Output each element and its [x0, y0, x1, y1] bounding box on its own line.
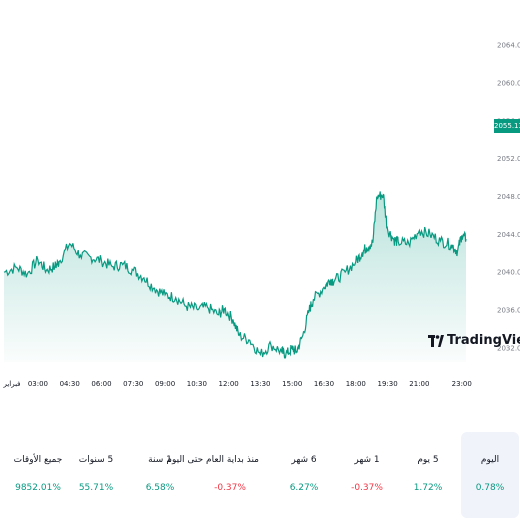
price-area-fill: [4, 191, 466, 362]
y-tick-label: 2036.00: [497, 306, 520, 314]
x-tick-label: 23:00: [452, 380, 472, 388]
performance-change-value: 6.58%: [145, 483, 175, 493]
performance-tab[interactable]: جميع الأوقات 9852.01%: [9, 432, 67, 518]
x-tick-label: 12:00: [219, 380, 239, 388]
performance-change-value: 6.27%: [289, 483, 319, 493]
performance-tab[interactable]: 1 شهر -0.37%: [338, 432, 396, 518]
performance-period-label: 6 شهر: [291, 455, 317, 465]
x-tick-label: 21:00: [409, 380, 429, 388]
performance-tab[interactable]: اليوم 0.78%: [461, 432, 519, 518]
y-tick-label: 2052.00: [497, 155, 520, 163]
performance-change-value: -0.37%: [351, 483, 383, 493]
y-tick-label: 2032.00: [497, 344, 520, 352]
price-chart: 2064.002060.002056.002052.002048.002044.…: [2, 42, 520, 388]
performance-period-label: 5 يوم: [417, 455, 439, 465]
x-tick-label: 04:30: [60, 380, 80, 388]
y-tick-label: 2064.00: [497, 42, 520, 50]
x-tick-label: 07:30: [123, 380, 143, 388]
y-tick-label: 2044.00: [497, 231, 520, 239]
performance-change-value: 0.78%: [475, 483, 505, 493]
performance-tab[interactable]: 1 سنة 6.58%: [131, 432, 189, 518]
tradingview-logo-icon: [428, 334, 444, 347]
x-tick-label: 03:00: [28, 380, 48, 388]
performance-change-value: 9852.01%: [15, 483, 61, 493]
performance-change-value: -0.37%: [214, 483, 246, 493]
performance-tab[interactable]: 5 يوم 1.72%: [399, 432, 457, 518]
performance-period-label: 1 شهر: [354, 455, 380, 465]
x-tick-label: 18:00: [346, 380, 366, 388]
performance-tab[interactable]: 5 سنوات 55.71%: [67, 432, 125, 518]
x-tick-label: 15:00: [282, 380, 302, 388]
performance-period-label: جميع الأوقات: [13, 455, 63, 465]
x-tick-label: 06:00: [91, 380, 111, 388]
performance-tab[interactable]: منذ بداية العام حتى اليوم -0.37%: [166, 432, 259, 518]
performance-period-label: 1 سنة: [148, 455, 172, 465]
watermark-text: TradingView: [447, 333, 520, 348]
last-price-badge: 2055.13: [494, 119, 520, 133]
performance-period-label: 5 سنوات: [78, 455, 114, 465]
x-tick-label: 13:30: [250, 380, 270, 388]
y-tick-label: 2060.00: [497, 79, 520, 87]
tradingview-watermark: TradingView: [428, 333, 520, 348]
performance-tab[interactable]: 6 شهر 6.27%: [275, 432, 333, 518]
x-tick-label: فبراير: [2, 380, 20, 388]
performance-row: اليوم 0.78% 5 يوم 1.72% 1 شهر -0.37% 6 شهر 6.27…: [0, 432, 520, 520]
x-tick-label: 09:00: [155, 380, 175, 388]
y-tick-label: 2040.00: [497, 269, 520, 277]
performance-change-value: 55.71%: [78, 483, 114, 493]
x-tick-label: 16:30: [314, 380, 334, 388]
y-tick-label: 2048.00: [497, 193, 520, 201]
performance-period-label: منذ بداية العام حتى اليوم: [166, 455, 259, 465]
performance-period-label: اليوم: [480, 455, 500, 465]
x-tick-label: 19:30: [377, 380, 397, 388]
performance-change-value: 1.72%: [413, 483, 443, 493]
x-tick-label: 10:30: [187, 380, 207, 388]
price-series-line: [3, 191, 467, 359]
